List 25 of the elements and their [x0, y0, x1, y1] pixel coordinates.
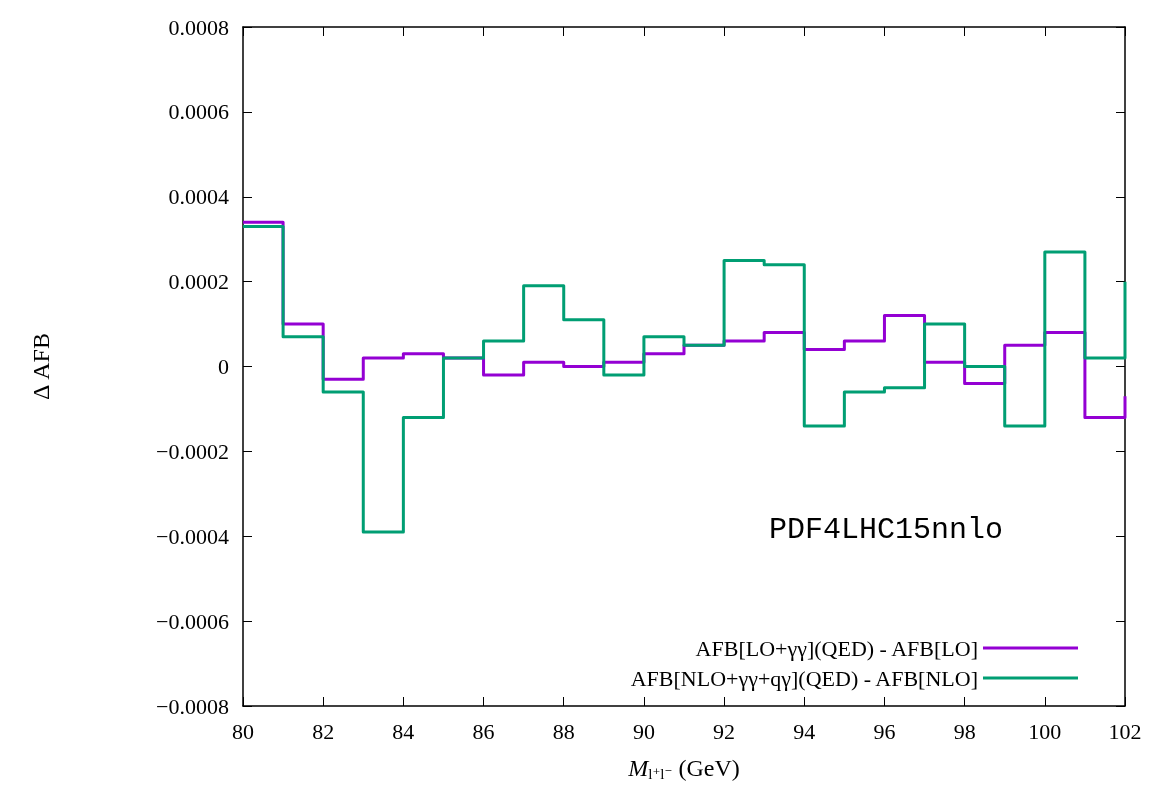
x-tick-label: 100 — [1028, 718, 1062, 744]
legend-label: AFB[LO+γγ](QED) - AFB[LO] — [695, 635, 978, 661]
x-tick-label: 102 — [1108, 718, 1142, 744]
legend-label: AFB[NLO+γγ+qγ](QED) - AFB[NLO] — [630, 665, 978, 691]
x-tick-label: 92 — [713, 718, 736, 744]
x-tick-label: 90 — [632, 718, 655, 744]
y-tick-label: −0.0006 — [156, 608, 229, 634]
y-tick-label: 0.0002 — [168, 269, 229, 295]
x-tick-label: 94 — [793, 718, 816, 744]
y-axis-title: Δ AFB — [28, 333, 54, 400]
y-tick-label: 0.0004 — [168, 184, 229, 210]
x-tick-label: 84 — [392, 718, 415, 744]
x-tick-label: 80 — [232, 718, 254, 744]
y-tick-label: 0.0008 — [168, 14, 229, 40]
y-tick-label: −0.0002 — [156, 438, 229, 464]
y-tick-label: 0 — [218, 354, 229, 379]
y-tick-label: −0.0004 — [156, 523, 229, 549]
x-tick-label: 88 — [552, 718, 575, 744]
y-tick-label: −0.0008 — [156, 693, 229, 719]
y-tick-label: 0.0006 — [168, 99, 229, 125]
x-tick-label: 82 — [312, 718, 335, 744]
x-tick-label: 98 — [953, 718, 976, 744]
x-tick-label: 86 — [472, 718, 495, 744]
annotation: PDF4LHC15nnlo — [768, 513, 1004, 547]
x-tick-label: 96 — [873, 718, 896, 744]
